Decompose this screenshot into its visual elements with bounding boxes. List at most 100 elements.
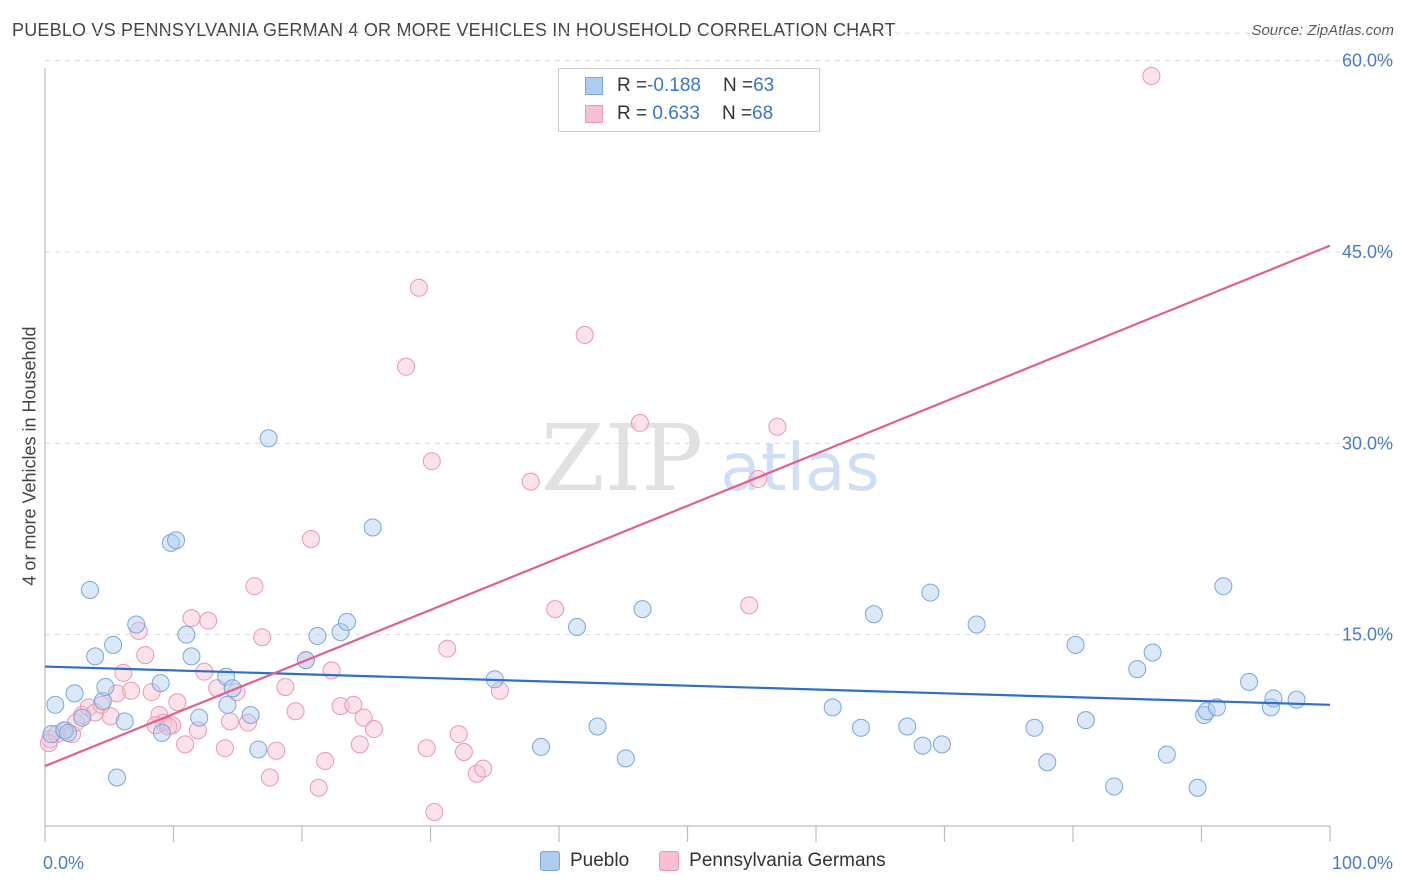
penn-point bbox=[101, 707, 120, 726]
pueblo-point bbox=[864, 605, 883, 624]
legend-n-value: 63 bbox=[753, 75, 775, 96]
penn-point bbox=[260, 768, 279, 787]
pueblo-point bbox=[567, 618, 586, 637]
pueblo-point bbox=[1025, 718, 1044, 737]
penn-point bbox=[136, 646, 155, 665]
pueblo-point bbox=[107, 768, 126, 787]
pueblo-point bbox=[967, 615, 986, 634]
pueblo-point bbox=[913, 736, 932, 755]
penn-point bbox=[253, 628, 272, 647]
penn-point bbox=[114, 663, 133, 682]
penn-point bbox=[221, 712, 240, 731]
pueblo-point bbox=[59, 723, 78, 742]
legend-r-label: R = bbox=[617, 75, 648, 96]
chart-title: PUEBLO VS PENNSYLVANIA GERMAN 4 OR MORE … bbox=[12, 20, 896, 40]
pueblo-point bbox=[308, 626, 327, 645]
pueblo-point bbox=[151, 674, 170, 693]
penn-point bbox=[316, 751, 335, 770]
penn-point bbox=[768, 417, 787, 436]
penn-point bbox=[267, 741, 286, 760]
pueblo-point bbox=[241, 706, 260, 725]
pueblo-point bbox=[1038, 753, 1057, 772]
penn-point bbox=[1142, 66, 1161, 85]
pueblo-point bbox=[152, 723, 171, 742]
pueblo-point bbox=[1207, 698, 1226, 717]
penn-point bbox=[425, 802, 444, 821]
watermark-atlas: atlas bbox=[720, 429, 880, 506]
penn-point bbox=[199, 611, 218, 630]
pueblo-point bbox=[1188, 778, 1207, 797]
penn-point bbox=[182, 609, 201, 628]
pueblo-point bbox=[1076, 711, 1095, 730]
pueblo-point bbox=[218, 695, 237, 714]
penn-point bbox=[364, 720, 383, 739]
pueblo-point bbox=[182, 647, 201, 666]
pueblo-point bbox=[65, 684, 84, 703]
pueblo-point bbox=[1105, 777, 1124, 796]
penn-point bbox=[122, 681, 141, 700]
penn-point bbox=[350, 735, 369, 754]
penn-point bbox=[176, 735, 195, 754]
pueblo-point bbox=[633, 600, 652, 619]
source-credit: Source: ZipAtlas.com bbox=[1251, 22, 1394, 39]
legend-n-label: N = bbox=[722, 75, 754, 96]
penn-legend-swatch bbox=[659, 851, 680, 871]
penn-point bbox=[417, 739, 436, 758]
pueblo-point bbox=[616, 749, 635, 768]
pueblo-point bbox=[1143, 643, 1162, 662]
pueblo-point bbox=[921, 583, 940, 602]
penn-point bbox=[546, 600, 565, 619]
gridlines bbox=[45, 32, 1395, 636]
pueblo-point bbox=[104, 635, 123, 654]
pueblo-point bbox=[532, 737, 551, 756]
penn-point bbox=[521, 472, 540, 491]
penn-legend-label: Pennsylvania Germans bbox=[689, 850, 886, 871]
penn-point bbox=[301, 530, 320, 548]
penn-point bbox=[409, 278, 428, 297]
pueblo-point bbox=[1214, 577, 1233, 596]
penn-point bbox=[575, 325, 594, 344]
series-pueblo bbox=[42, 429, 1306, 797]
penn-point bbox=[354, 708, 373, 727]
penn-point bbox=[474, 759, 493, 778]
y-tick-label: 30.0% bbox=[1342, 433, 1393, 453]
pueblo-point bbox=[190, 708, 209, 727]
watermark-zip: ZIP bbox=[541, 405, 703, 512]
penn-point bbox=[245, 577, 264, 596]
legend-r-label: R = bbox=[617, 103, 648, 124]
legend-r-value: -0.188 bbox=[647, 75, 701, 96]
legend-item-penn[interactable]: Pennsylvania Germans bbox=[659, 850, 886, 872]
trend-lines bbox=[44, 244, 1331, 768]
penn-point bbox=[438, 639, 457, 658]
penn-point bbox=[286, 702, 305, 721]
legend-item-pueblo[interactable]: Pueblo bbox=[540, 850, 629, 872]
pueblo-point bbox=[73, 708, 92, 727]
penn-point bbox=[276, 677, 295, 696]
penn-point bbox=[422, 452, 441, 471]
pueblo-point bbox=[898, 717, 917, 736]
watermark: ZIP atlas bbox=[541, 405, 880, 512]
axes bbox=[44, 68, 1331, 842]
pueblo-point bbox=[1128, 660, 1147, 679]
legend-n-value: 68 bbox=[752, 103, 774, 124]
penn-point bbox=[740, 596, 759, 615]
correlation-legend: R = -0.188 N = 63 R = 0.633 N = 68 bbox=[558, 68, 820, 132]
pueblo-trend-line bbox=[44, 665, 1331, 706]
pueblo-point bbox=[1197, 702, 1216, 721]
y-tick-label: 15.0% bbox=[1342, 625, 1393, 645]
pueblo-point bbox=[96, 677, 115, 696]
pueblo-point bbox=[588, 717, 607, 736]
pueblo-point bbox=[331, 623, 350, 642]
pueblo-point bbox=[161, 533, 180, 552]
pueblo-point bbox=[1157, 745, 1176, 764]
y-tick-label: 45.0% bbox=[1342, 242, 1393, 262]
penn-point bbox=[630, 413, 649, 432]
series-legend: Pueblo Pennsylvania Germans bbox=[540, 850, 916, 872]
y-tick-label: 60.0% bbox=[1342, 51, 1393, 71]
pueblo-point bbox=[337, 612, 356, 631]
pueblo-legend-swatch bbox=[540, 851, 560, 871]
pueblo-point bbox=[363, 518, 382, 537]
pueblo-point bbox=[115, 712, 134, 731]
penn-point bbox=[309, 778, 328, 797]
